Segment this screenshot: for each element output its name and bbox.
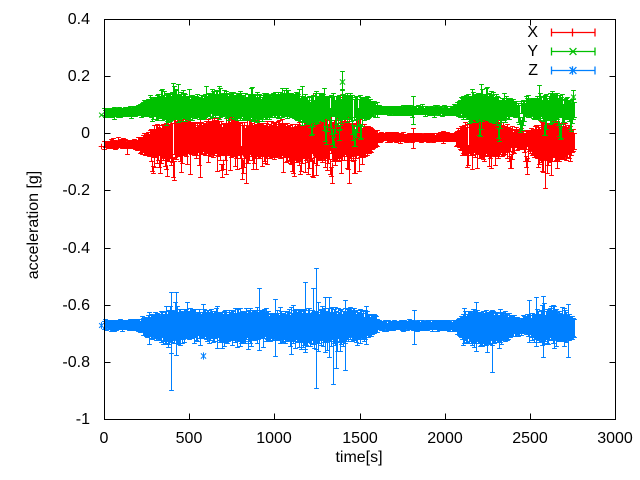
svg-text:2000: 2000 — [427, 430, 463, 447]
svg-text:-0.6: -0.6 — [62, 297, 90, 314]
svg-text:0: 0 — [100, 430, 109, 447]
svg-text:time[s]: time[s] — [335, 449, 382, 466]
svg-text:2500: 2500 — [512, 430, 548, 447]
svg-text:-0.8: -0.8 — [62, 354, 90, 371]
svg-text:1500: 1500 — [342, 430, 378, 447]
svg-text:Z: Z — [528, 62, 538, 79]
svg-text:-1: -1 — [76, 411, 90, 428]
svg-text:-0.2: -0.2 — [62, 182, 90, 199]
svg-text:Y: Y — [527, 43, 538, 60]
svg-text:-0.4: -0.4 — [62, 240, 90, 257]
svg-text:0.4: 0.4 — [68, 11, 90, 28]
svg-text:0: 0 — [81, 125, 90, 142]
svg-text:0.2: 0.2 — [68, 68, 90, 85]
svg-text:X: X — [527, 24, 538, 41]
svg-text:1000: 1000 — [256, 430, 292, 447]
svg-text:500: 500 — [176, 430, 203, 447]
svg-text:acceleration [g]: acceleration [g] — [25, 171, 42, 280]
svg-text:3000: 3000 — [597, 430, 633, 447]
